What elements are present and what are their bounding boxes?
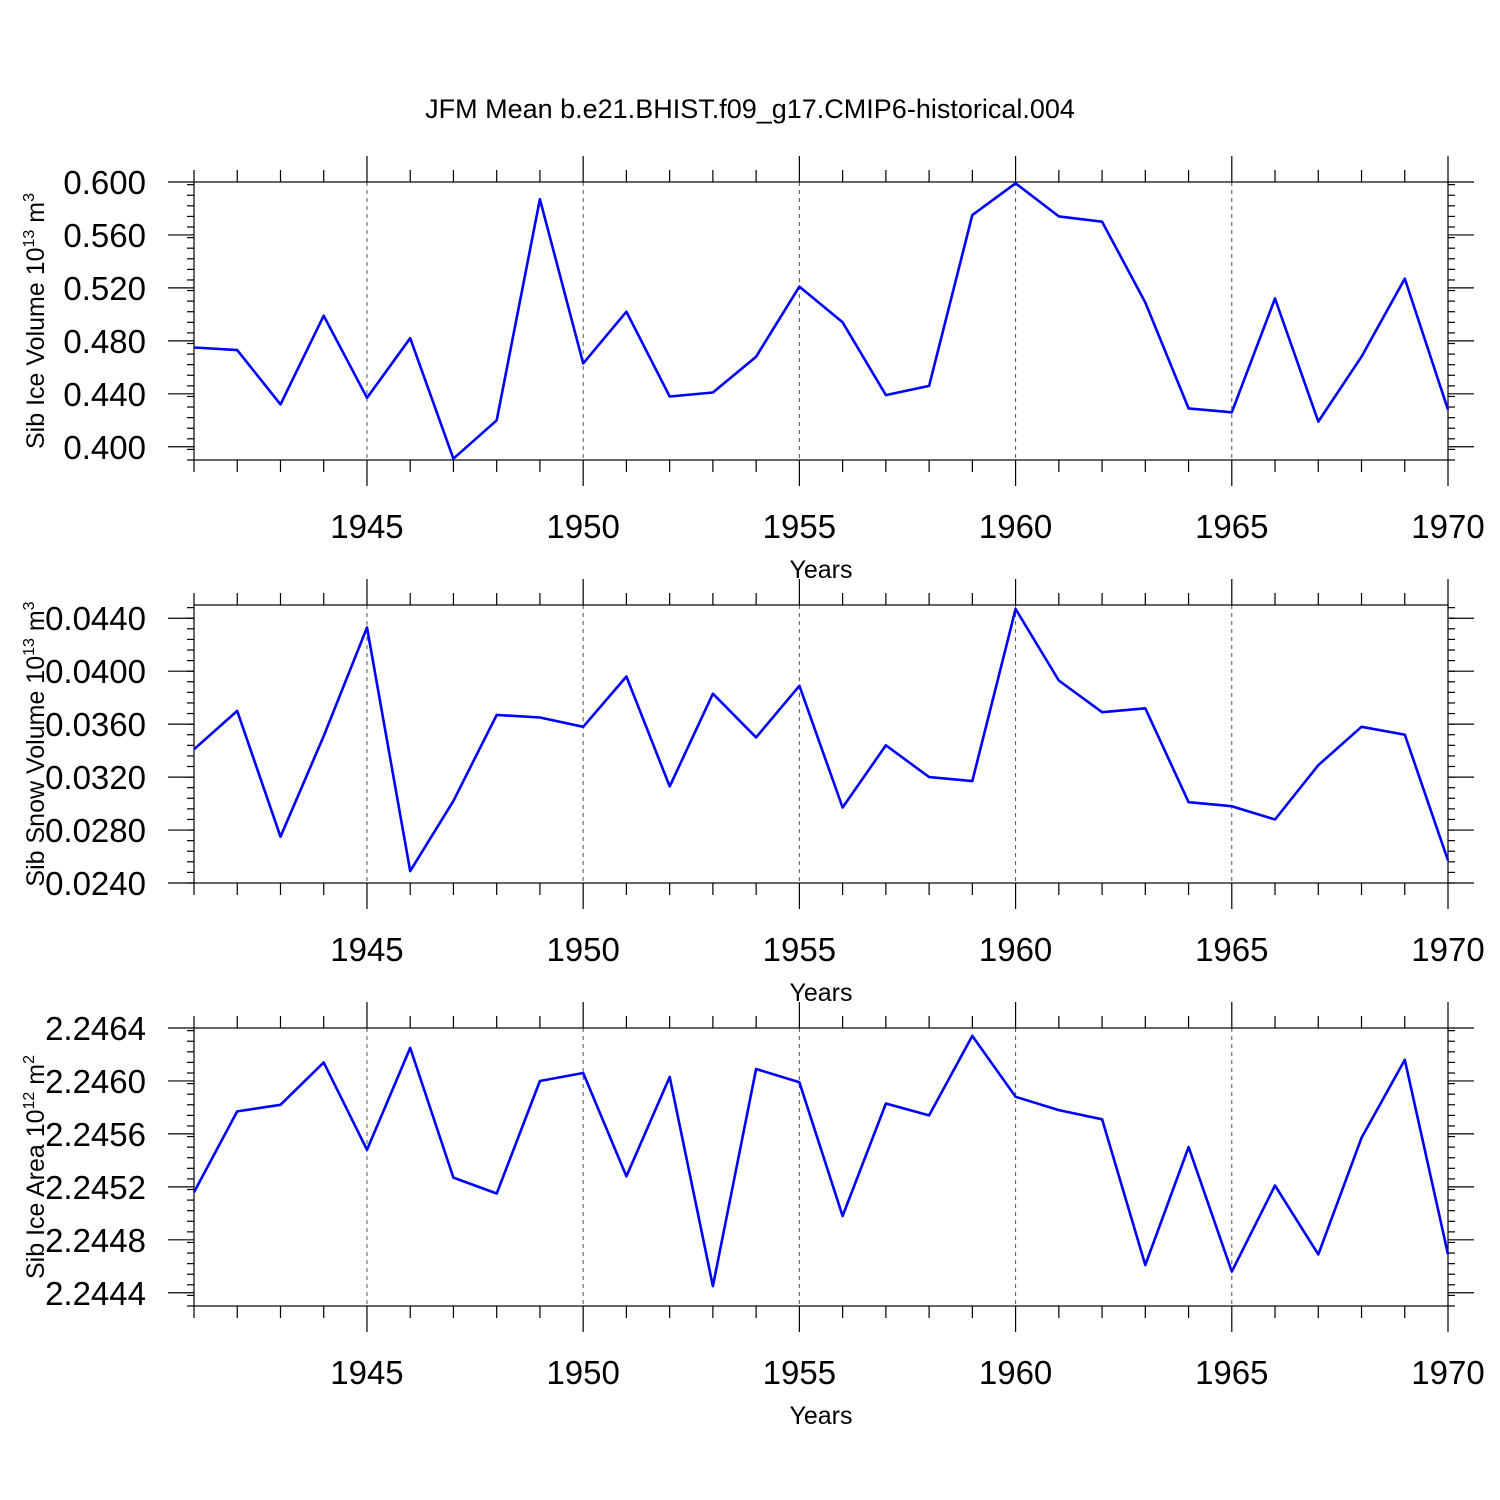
y-tick-label: 0.0360 — [45, 706, 146, 743]
plot-frame — [193, 1027, 1449, 1307]
x-tick-label: 1965 — [1195, 1354, 1268, 1391]
y-axis-label: Sib Ice Area 1012 m2 — [21, 1055, 50, 1279]
x-tick-label: 1960 — [979, 931, 1052, 968]
panel-3: 2.2444 2.2448 2.2452 2.2456 2.2460 2.2464 1945… — [21, 1002, 1485, 1430]
plot-frame — [193, 181, 1449, 461]
y-tick-label: 2.2460 — [45, 1063, 146, 1100]
y-tick-label: 0.0440 — [45, 600, 146, 637]
y-tick-label: 0.400 — [63, 429, 146, 466]
y-tick-label: 2.2448 — [45, 1222, 146, 1259]
y-tick-label: 2.2452 — [45, 1169, 146, 1206]
x-axis-label: Years — [789, 1402, 852, 1430]
x-tick-label: 1950 — [546, 931, 619, 968]
x-tick-label: 1955 — [763, 508, 836, 545]
plot-frame — [193, 604, 1449, 884]
y-tick-label: 0.600 — [63, 164, 146, 201]
x-tick-label: 1970 — [1411, 508, 1484, 545]
series-line — [192, 1034, 1450, 1288]
panels: 0.400 0.440 0.480 0.520 0.560 0.600 1945 1950 19… — [21, 156, 1485, 1430]
x-tick-label: 1945 — [330, 508, 403, 545]
x-tick-label: 1965 — [1195, 508, 1268, 545]
x-tick-label: 1945 — [330, 931, 403, 968]
x-axis-label: Years — [789, 979, 852, 1007]
y-tick-label: 0.480 — [63, 323, 146, 360]
y-tick-label: 0.440 — [63, 376, 146, 413]
y-tick-label: 0.0240 — [45, 865, 146, 902]
y-tick-label: 0.0400 — [45, 653, 146, 690]
x-tick-label: 1945 — [330, 1354, 403, 1391]
y-axis-label: Sib Ice Volume 1013 m3 — [21, 193, 50, 449]
x-axis-label: Years — [789, 556, 852, 584]
x-tick-label: 1950 — [546, 1354, 619, 1391]
x-tick-label: 1970 — [1411, 1354, 1484, 1391]
y-tick-label: 0.560 — [63, 217, 146, 254]
x-tick-label: 1960 — [979, 1354, 1052, 1391]
y-tick-label: 0.0320 — [45, 759, 146, 796]
y-tick-label: 2.2456 — [45, 1116, 146, 1153]
x-tick-label: 1960 — [979, 508, 1052, 545]
panel-2: 0.0240 0.0280 0.0320 0.0360 0.0400 0.0440 1945… — [21, 579, 1485, 1007]
y-tick-label: 0.520 — [63, 270, 146, 307]
x-tick-label: 1955 — [763, 1354, 836, 1391]
x-tick-label: 1970 — [1411, 931, 1484, 968]
panel-1: 0.400 0.440 0.480 0.520 0.560 0.600 1945 1950 19… — [21, 156, 1485, 584]
series-line — [193, 607, 1450, 873]
series-line — [193, 182, 1450, 461]
chart-title: JFM Mean b.e21.BHIST.f09_g17.CMIP6-histo… — [425, 94, 1075, 124]
x-tick-label: 1950 — [546, 508, 619, 545]
y-tick-label: 0.0280 — [45, 812, 146, 849]
y-tick-label: 2.2464 — [45, 1010, 146, 1047]
y-axis-label: Sib Snow Volume 1013 m3 — [21, 601, 50, 886]
x-tick-label: 1955 — [763, 931, 836, 968]
y-tick-label: 2.2444 — [45, 1275, 146, 1312]
x-tick-label: 1965 — [1195, 931, 1268, 968]
